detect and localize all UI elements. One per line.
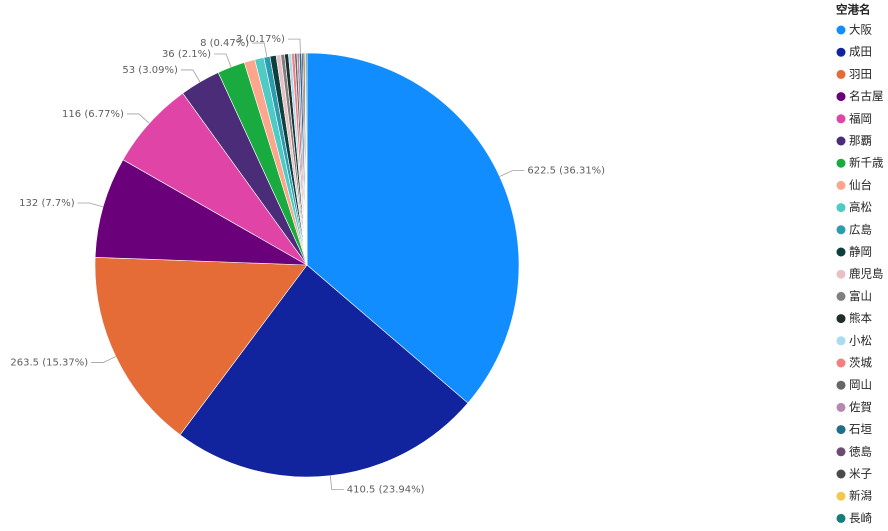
data-label: 622.5 (36.31%) xyxy=(527,166,605,177)
data-label: 132 (7.7%) xyxy=(19,198,75,209)
legend-marker xyxy=(836,358,846,368)
leader-line xyxy=(180,69,201,83)
data-label: 3 (0.17%) xyxy=(236,34,285,45)
leader-line xyxy=(77,202,104,208)
legend-marker xyxy=(836,180,846,190)
leader-line xyxy=(126,113,150,124)
legend-marker xyxy=(836,336,846,346)
legend-label: 徳島 xyxy=(849,444,872,458)
legend-label: 石垣 xyxy=(849,422,872,436)
legend-marker xyxy=(836,291,846,301)
legend-label: 佐賀 xyxy=(849,400,872,414)
pie-slice xyxy=(94,257,308,436)
legend-marker xyxy=(836,247,846,257)
leader-line xyxy=(252,42,268,57)
data-label: 116 (6.77%) xyxy=(62,109,124,120)
data-label: 36 (2.1%) xyxy=(162,49,211,60)
legend-label: 那覇 xyxy=(849,134,872,148)
leader-line xyxy=(287,38,301,54)
legend-marker xyxy=(836,136,846,146)
legend-marker xyxy=(836,47,846,57)
data-label: 410.5 (23.94%) xyxy=(347,485,425,496)
legend-label: 米子 xyxy=(849,467,872,481)
pie-slice xyxy=(94,159,308,266)
legend-marker xyxy=(836,69,846,79)
data-label: 8 (0.47%) xyxy=(200,38,249,49)
legend-marker xyxy=(836,158,846,168)
legend-marker xyxy=(836,203,846,213)
legend-label: 茨城 xyxy=(849,356,872,370)
leader-line xyxy=(91,356,116,363)
legend-marker xyxy=(836,447,846,457)
legend-marker xyxy=(836,269,846,279)
legend-marker xyxy=(836,491,846,501)
legend-marker xyxy=(836,380,846,390)
legend-marker xyxy=(836,314,846,324)
legend-marker xyxy=(836,425,846,435)
legend-label: 新潟 xyxy=(849,489,872,503)
legend-label: 小松 xyxy=(849,333,872,347)
legend-label: 仙台 xyxy=(849,178,872,192)
legend-marker xyxy=(836,114,846,124)
legend-label: 羽田 xyxy=(849,67,872,81)
leader-line xyxy=(329,475,344,491)
leader-line xyxy=(499,170,525,177)
legend-label: 熊本 xyxy=(849,311,872,325)
legend-label: 富山 xyxy=(849,289,872,303)
pie-slice xyxy=(179,264,469,478)
legend-label: 高松 xyxy=(849,200,872,214)
legend-label: 岡山 xyxy=(849,378,872,392)
data-label: 53 (3.09%) xyxy=(122,65,178,76)
legend-label: 静岡 xyxy=(849,245,872,259)
legend-marker xyxy=(836,225,846,235)
legend-marker xyxy=(836,469,846,479)
legend-title: 空港名 xyxy=(836,3,871,17)
legend-marker xyxy=(836,25,846,35)
legend-marker xyxy=(836,402,846,412)
legend-label: 大阪 xyxy=(849,23,872,37)
legend-label: 名古屋 xyxy=(849,89,884,103)
legend-label: 鹿児島 xyxy=(849,267,884,281)
legend-label: 福岡 xyxy=(849,111,872,125)
legend-label: 広島 xyxy=(849,222,872,236)
pie-slice xyxy=(306,52,520,404)
legend-label: 長崎 xyxy=(849,511,872,525)
legend-marker xyxy=(836,513,846,523)
pie-slice xyxy=(305,52,308,266)
legend-marker xyxy=(836,92,846,102)
legend-label: 新千歳 xyxy=(849,156,884,170)
legend-label: 成田 xyxy=(849,45,872,59)
leader-line xyxy=(214,53,232,68)
data-label: 263.5 (15.37%) xyxy=(10,358,88,369)
